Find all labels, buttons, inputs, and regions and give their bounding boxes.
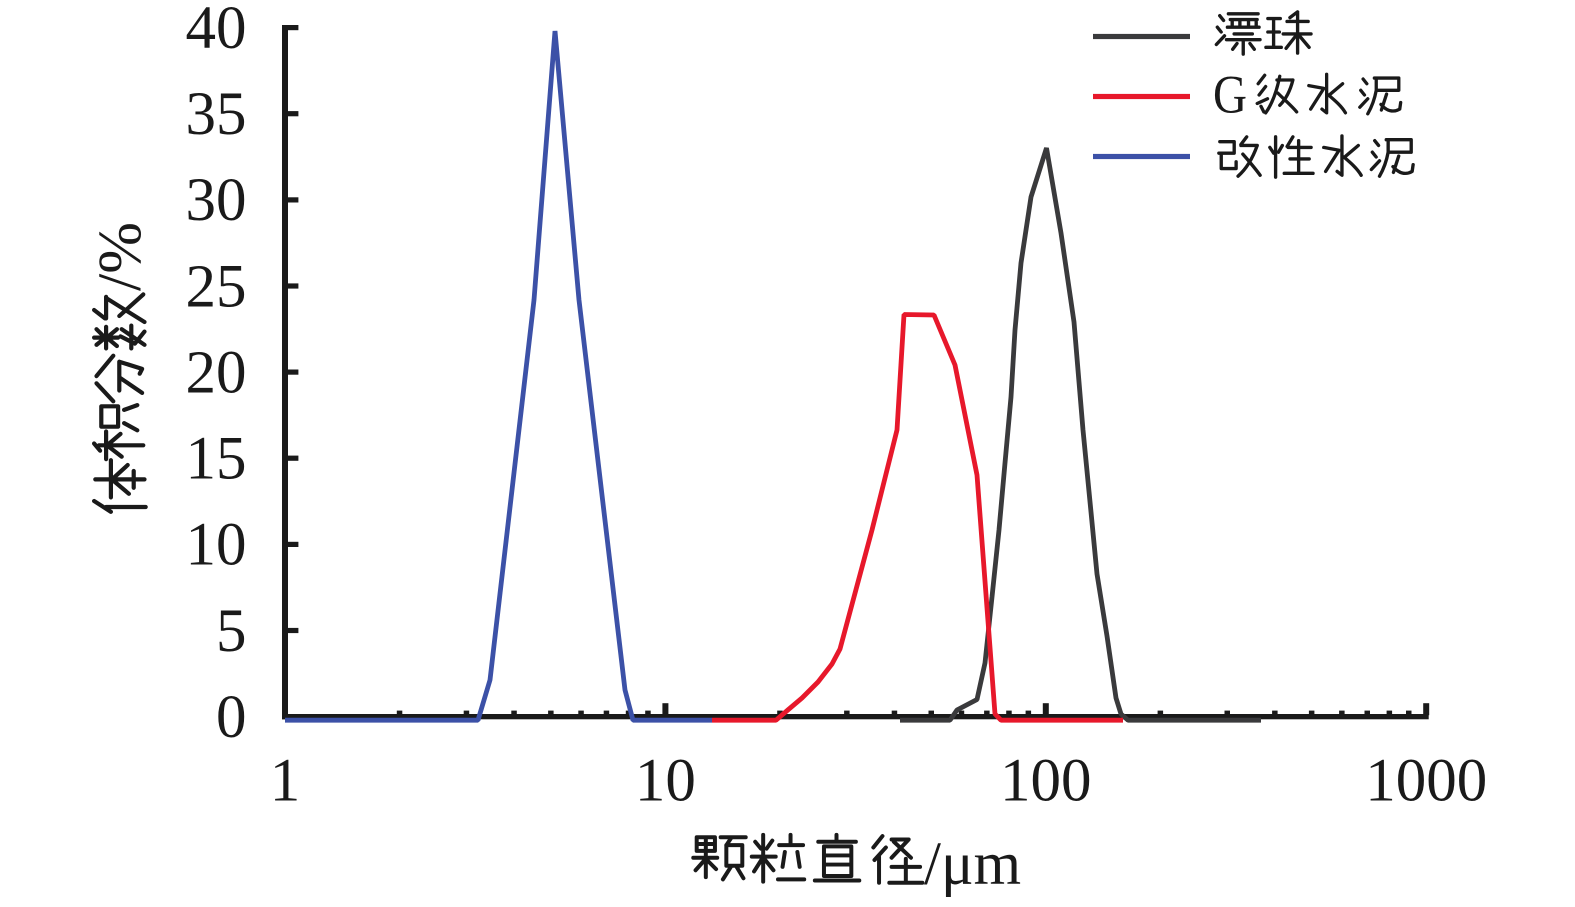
svg-text:15: 15: [186, 426, 247, 493]
svg-text:1000: 1000: [1365, 748, 1487, 815]
svg-text:5: 5: [216, 598, 247, 665]
svg-text:20: 20: [186, 339, 247, 406]
svg-text:/μm: /μm: [924, 831, 1021, 898]
svg-text:10: 10: [186, 512, 247, 579]
svg-text:/%: /%: [87, 222, 154, 291]
svg-text:40: 40: [186, 0, 247, 62]
svg-text:1: 1: [270, 748, 301, 815]
svg-text:100: 100: [1000, 748, 1092, 815]
svg-text:G: G: [1213, 65, 1247, 125]
svg-text:30: 30: [186, 167, 247, 234]
svg-text:35: 35: [186, 81, 247, 148]
svg-text:10: 10: [635, 748, 696, 815]
svg-text:0: 0: [216, 684, 247, 751]
svg-text:25: 25: [186, 253, 247, 320]
